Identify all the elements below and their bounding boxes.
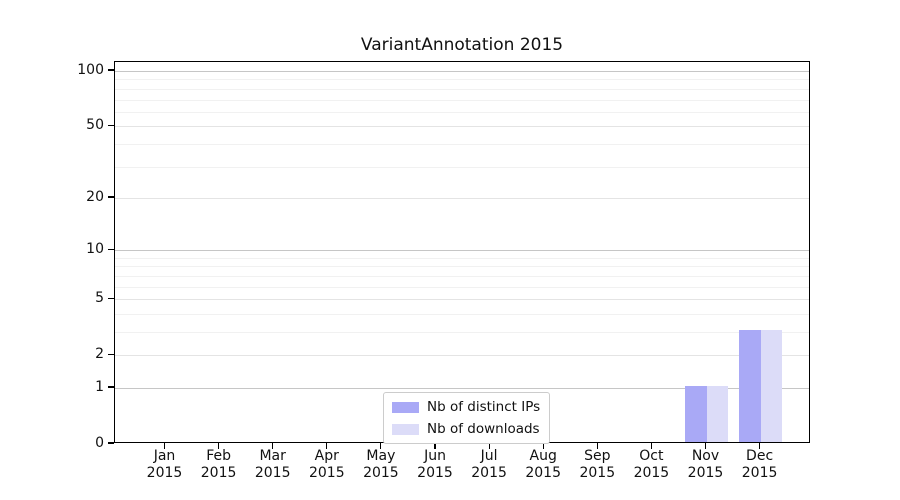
x-tick-month: Feb xyxy=(206,448,231,464)
x-tick-month: Aug xyxy=(529,448,557,464)
x-tick-year: 2015 xyxy=(633,465,670,481)
y-tick-label: 10 xyxy=(86,241,104,258)
y-tick-label: 20 xyxy=(86,188,104,205)
x-tick-mark xyxy=(272,443,274,449)
gridline-minor xyxy=(115,143,809,145)
gridline-minor xyxy=(115,79,809,81)
y-tick-label: 100 xyxy=(77,62,104,79)
legend-label-distinct-ips: Nb of distinct IPs xyxy=(427,399,541,415)
x-tick-month: Jun xyxy=(424,448,446,464)
x-tick-month: Jul xyxy=(480,448,498,464)
bar-downloads-dec xyxy=(760,329,783,442)
x-tick-label-sep: Sep 2015 xyxy=(567,448,627,482)
legend-entry-distinct-ips: Nb of distinct IPs xyxy=(392,399,540,415)
gridline-major xyxy=(115,250,809,252)
gridline-minor xyxy=(115,313,809,315)
y-tick-label: 0 xyxy=(95,435,104,451)
x-tick-mark xyxy=(542,443,544,449)
x-tick-mark xyxy=(163,443,166,449)
x-tick-month: Dec xyxy=(746,448,774,464)
y-tick-mark xyxy=(108,353,114,355)
gridline-minor xyxy=(115,257,809,259)
gridline-minor xyxy=(115,266,809,268)
y-tick-label: 5 xyxy=(95,290,104,307)
gridline-minor xyxy=(115,88,809,90)
chart-title: VariantAnnotation 2015 xyxy=(360,35,564,55)
x-tick-mark xyxy=(759,443,761,449)
legend: Nb of distinct IPs Nb of downloads xyxy=(383,392,551,444)
gridline-major xyxy=(115,71,809,73)
y-tick-mark xyxy=(108,124,114,126)
x-tick-label-jul: Jul 2015 xyxy=(459,448,519,482)
gridline-minor xyxy=(115,275,809,277)
gridline-major xyxy=(115,126,809,128)
x-tick-mark xyxy=(380,443,382,449)
y-tick-mark xyxy=(108,248,114,250)
y-tick-mark xyxy=(108,196,114,198)
legend-swatch-distinct-ips xyxy=(392,401,419,413)
x-tick-year: 2015 xyxy=(741,465,778,481)
x-tick-mark xyxy=(488,443,490,449)
x-tick-year: 2015 xyxy=(687,465,724,481)
x-tick-year: 2015 xyxy=(363,465,399,481)
x-tick-year: 2015 xyxy=(200,465,237,481)
x-tick-year: 2015 xyxy=(579,465,616,481)
x-tick-label-aug: Aug 2015 xyxy=(513,448,573,482)
y-tick-mark xyxy=(108,69,114,71)
y-tick-mark xyxy=(108,442,114,444)
x-tick-label-apr: Apr 2015 xyxy=(297,448,357,482)
x-tick-year: 2015 xyxy=(525,465,561,481)
x-tick-year: 2015 xyxy=(308,465,345,481)
x-tick-month: Oct xyxy=(639,448,664,464)
x-tick-label-dec: Dec 2015 xyxy=(730,448,790,482)
plot-area xyxy=(114,61,810,443)
x-tick-label-oct: Oct 2015 xyxy=(621,448,681,482)
x-tick-mark xyxy=(704,443,707,449)
x-tick-label-mar: Mar 2015 xyxy=(243,448,303,482)
x-tick-label-jun: Jun 2015 xyxy=(405,448,465,482)
x-tick-mark xyxy=(326,443,328,449)
legend-label-downloads: Nb of downloads xyxy=(427,421,540,437)
x-tick-month: Mar xyxy=(259,448,286,464)
x-tick-label-feb: Feb 2015 xyxy=(189,448,249,482)
gridline-minor xyxy=(115,331,809,333)
legend-swatch-downloads xyxy=(392,423,419,435)
gridline-minor xyxy=(115,111,809,113)
y-tick-label: 50 xyxy=(86,117,104,134)
x-tick-mark xyxy=(434,443,436,449)
x-tick-month: Sep xyxy=(584,448,611,464)
x-tick-year: 2015 xyxy=(471,465,507,481)
gridline-major xyxy=(115,197,809,199)
bar-distinct-ips-nov xyxy=(685,386,707,442)
y-tick-mark xyxy=(108,297,114,299)
x-tick-month: May xyxy=(366,448,396,464)
gridline-minor xyxy=(115,286,809,288)
gridline-major xyxy=(115,387,809,389)
x-tick-year: 2015 xyxy=(417,465,453,481)
x-tick-label-nov: Nov 2015 xyxy=(676,448,736,482)
x-tick-month: Jan xyxy=(153,448,176,464)
x-tick-month: Apr xyxy=(314,448,339,464)
gridline-minor xyxy=(115,99,809,101)
y-tick-label: 2 xyxy=(95,346,104,363)
gridline-minor xyxy=(115,166,809,168)
x-tick-label-may: May 2015 xyxy=(351,448,411,482)
x-tick-mark xyxy=(650,443,652,449)
x-tick-year: 2015 xyxy=(146,465,183,481)
x-tick-mark xyxy=(218,443,220,449)
y-tick-mark xyxy=(108,386,114,388)
x-tick-month: Nov xyxy=(691,448,720,464)
gridline-major xyxy=(115,355,809,357)
x-tick-label-jan: Jan 2015 xyxy=(135,448,195,482)
x-tick-mark xyxy=(596,443,598,449)
legend-entry-downloads: Nb of downloads xyxy=(392,421,540,437)
x-tick-year: 2015 xyxy=(254,465,291,481)
bar-distinct-ips-dec xyxy=(739,329,761,442)
y-tick-label: 1 xyxy=(95,378,104,395)
gridline-major xyxy=(115,299,809,301)
bar-downloads-nov xyxy=(706,386,728,442)
